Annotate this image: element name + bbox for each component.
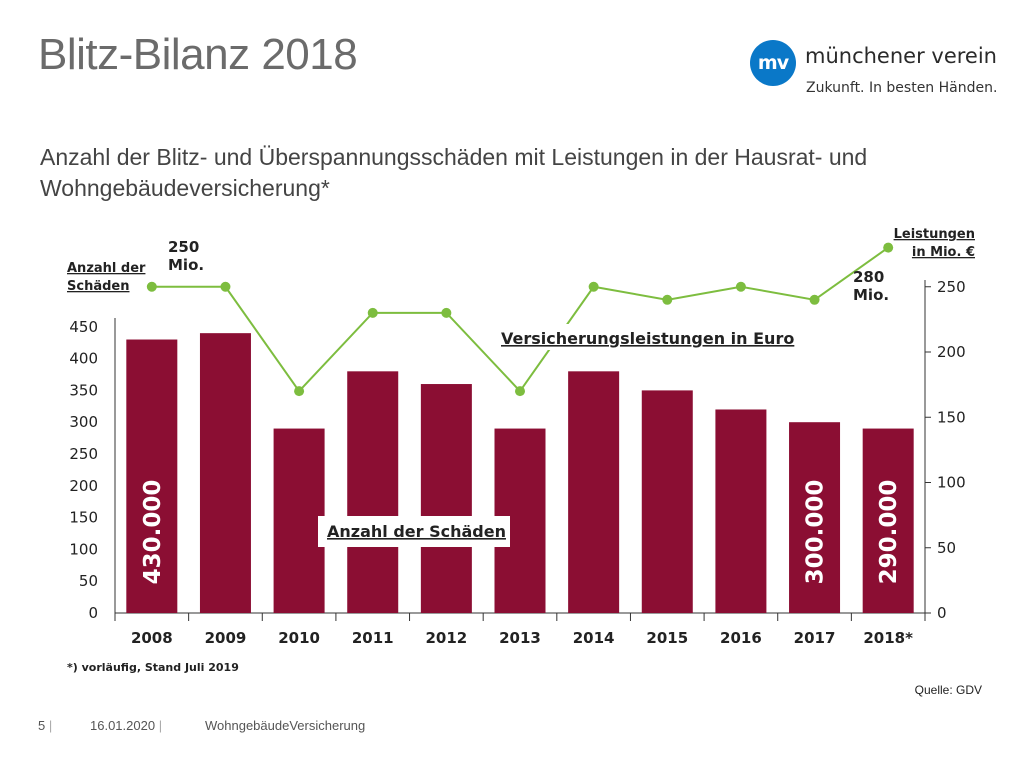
company-logo: mv münchener verein Zukunft. In besten H… bbox=[750, 38, 1000, 108]
left-tick-label: 150 bbox=[69, 509, 98, 527]
left-axis-title: Anzahl der bbox=[67, 261, 146, 276]
chart-footnote: *) vorläufig, Stand Juli 2019 bbox=[67, 661, 239, 674]
bar bbox=[568, 371, 620, 613]
chart-subtitle: Anzahl der Blitz- und Überspannungsschäd… bbox=[40, 144, 868, 201]
bar bbox=[789, 422, 841, 613]
line-point bbox=[441, 307, 452, 318]
line-point-label: Mio. bbox=[853, 286, 889, 304]
line-point bbox=[515, 386, 525, 397]
line-point bbox=[146, 281, 157, 292]
bar bbox=[273, 428, 325, 613]
bar bbox=[641, 390, 693, 613]
line-point bbox=[735, 281, 746, 292]
line-point bbox=[220, 281, 231, 292]
footer-date-block: 16.01.2020 | bbox=[90, 718, 162, 733]
bar bbox=[126, 339, 178, 613]
line-series bbox=[151, 246, 889, 393]
right-axis-title: in Mio. € bbox=[912, 245, 975, 260]
footer-page-number: 5 | bbox=[38, 718, 52, 733]
footer-topic: WohngebäudeVersicherung bbox=[205, 718, 366, 733]
line-point-label: Mio. bbox=[168, 256, 204, 274]
footer-separator: | bbox=[48, 718, 53, 733]
right-tick-label: 200 bbox=[937, 343, 966, 361]
left-tick-label: 350 bbox=[69, 381, 98, 399]
line-annotation: Versicherungsleistungen in Euro bbox=[501, 329, 794, 348]
logo-name: münchener verein bbox=[805, 44, 997, 68]
right-tick-label: 250 bbox=[937, 278, 966, 296]
footer-separator: | bbox=[158, 718, 163, 733]
left-tick-label: 250 bbox=[69, 445, 98, 463]
line-point bbox=[809, 294, 820, 305]
footer-date: 16.01.2020 bbox=[90, 718, 156, 733]
line-point bbox=[588, 281, 599, 292]
page-number: 5 bbox=[38, 718, 46, 733]
source-label: Quelle: GDV bbox=[914, 683, 982, 697]
page-title: Blitz-Bilanz 2018 bbox=[38, 30, 358, 79]
x-category-label: 2017 bbox=[794, 629, 836, 647]
x-category-label: 2016 bbox=[720, 629, 762, 647]
bar-value-label: 300.000 bbox=[803, 480, 829, 585]
left-tick-label: 100 bbox=[69, 540, 98, 558]
x-category-label: 2008 bbox=[131, 629, 173, 647]
bar bbox=[347, 371, 399, 613]
right-tick-label: 50 bbox=[937, 539, 956, 557]
left-tick-label: 200 bbox=[69, 477, 98, 495]
left-tick-label: 50 bbox=[79, 572, 98, 590]
bar bbox=[420, 384, 472, 613]
logo-tagline: Zukunft. In besten Händen. bbox=[806, 80, 998, 96]
right-tick-label: 150 bbox=[937, 408, 966, 426]
bar-value-label: 290.000 bbox=[876, 480, 902, 585]
bar-annotation-box bbox=[318, 516, 510, 547]
bar-annotation: Anzahl der Schäden bbox=[327, 522, 506, 541]
x-category-label: 2011 bbox=[352, 629, 394, 647]
line-point-label: 280 bbox=[853, 268, 884, 286]
line-point-label: 250 bbox=[168, 238, 199, 256]
line-annotation-box bbox=[497, 324, 783, 350]
x-category-label: 2009 bbox=[205, 629, 247, 647]
x-category-label: 2014 bbox=[573, 629, 615, 647]
right-tick-label: 100 bbox=[937, 474, 966, 492]
logo-mark: mv bbox=[750, 40, 796, 86]
left-tick-label: 0 bbox=[88, 604, 98, 622]
x-category-label: 2015 bbox=[646, 629, 688, 647]
left-axis-title: Schäden bbox=[67, 279, 129, 294]
left-tick-label: 450 bbox=[69, 318, 98, 336]
bar bbox=[862, 428, 914, 613]
x-category-label: 2013 bbox=[499, 629, 541, 647]
line-point bbox=[662, 294, 673, 305]
line-point bbox=[883, 242, 894, 253]
left-tick-label: 400 bbox=[69, 350, 98, 368]
bar bbox=[199, 333, 251, 613]
line-point bbox=[367, 307, 378, 318]
right-tick-label: 0 bbox=[937, 604, 947, 622]
bar-value-label: 430.000 bbox=[140, 480, 166, 585]
bar bbox=[715, 409, 767, 613]
x-category-label: 2010 bbox=[278, 629, 320, 647]
line-point bbox=[294, 386, 305, 397]
left-tick-label: 300 bbox=[69, 413, 98, 431]
x-category-label: 2018* bbox=[863, 629, 913, 647]
x-category-label: 2012 bbox=[425, 629, 467, 647]
right-axis-title: Leistungen bbox=[894, 227, 975, 242]
